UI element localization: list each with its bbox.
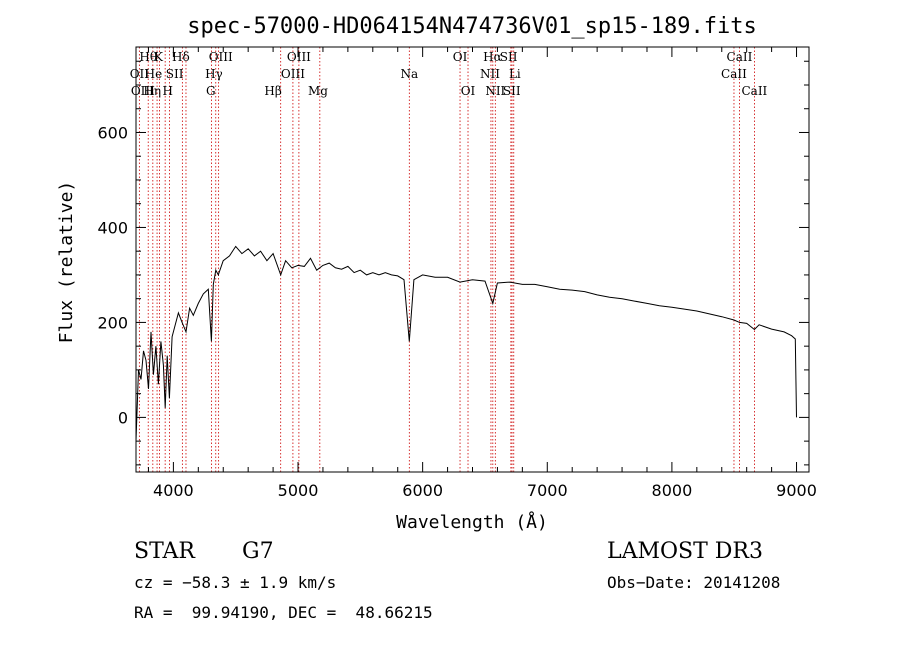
- x-tick-label: 6000: [402, 481, 443, 500]
- x-axis: 4000 5000 6000 7000 8000 9000: [147, 47, 817, 500]
- line-label: H: [163, 84, 173, 98]
- radec-text: RA = 99.94190, DEC = 48.66215: [134, 603, 433, 622]
- line-label: SII: [500, 50, 518, 64]
- line-label: CaII: [727, 50, 753, 64]
- line-markers: [138, 47, 755, 472]
- y-axis-label: Flux (relative): [56, 181, 77, 344]
- y-tick-label: 600: [97, 123, 128, 142]
- line-label: Hθ: [139, 50, 157, 64]
- line-label: Hβ: [264, 84, 281, 98]
- line-label: Hη: [143, 84, 161, 98]
- line-label: Hδ: [172, 50, 190, 64]
- y-tick-label: 200: [97, 313, 128, 332]
- line-label: Li: [509, 67, 521, 81]
- line-label: CaII: [721, 67, 747, 81]
- line-label: OII: [130, 67, 150, 81]
- line-label: OIII: [209, 50, 233, 64]
- y-tick-label: 400: [97, 218, 128, 237]
- cz-text: cz = −58.3 ± 1.9 km/s: [134, 573, 337, 592]
- x-tick-label: 7000: [527, 481, 568, 500]
- line-label: OI: [453, 50, 468, 64]
- chart-title: spec-57000-HD064154N474736V01_sp15-189.f…: [187, 14, 757, 39]
- x-tick-label: 9000: [776, 481, 817, 500]
- subclass-label: G7: [242, 539, 274, 564]
- spectrum-line: [135, 245, 797, 442]
- line-label: NII: [480, 67, 500, 81]
- line-label: OIII: [131, 84, 155, 98]
- line-label: Hγ: [205, 67, 223, 81]
- plot-frame: [135, 46, 810, 473]
- y-axis: 0 200 400 600: [97, 60, 809, 466]
- line-label: OI: [461, 84, 476, 98]
- x-tick-label: 8000: [652, 481, 693, 500]
- y-tick-label: 0: [118, 408, 128, 427]
- line-label: SII: [503, 84, 521, 98]
- line-label: G: [206, 84, 216, 98]
- obs-date-text: Obs−Date: 20141208: [607, 573, 781, 592]
- line-label: K: [154, 50, 164, 64]
- line-label: OIII: [287, 50, 311, 64]
- class-label: STAR: [134, 539, 195, 564]
- line-label: SII: [166, 67, 184, 81]
- survey-label: LAMOST DR3: [607, 539, 763, 564]
- line-label: He: [145, 67, 163, 81]
- x-axis-label: Wavelength (Å): [396, 511, 548, 533]
- line-label: CaII: [741, 84, 767, 98]
- line-label: Na: [400, 67, 418, 81]
- x-tick-label: 4000: [153, 481, 194, 500]
- line-label: OIII: [281, 67, 305, 81]
- x-tick-label: 5000: [278, 481, 319, 500]
- line-label: Mg: [308, 84, 328, 98]
- line-label: Hα: [483, 50, 502, 64]
- line-label: NII: [485, 84, 505, 98]
